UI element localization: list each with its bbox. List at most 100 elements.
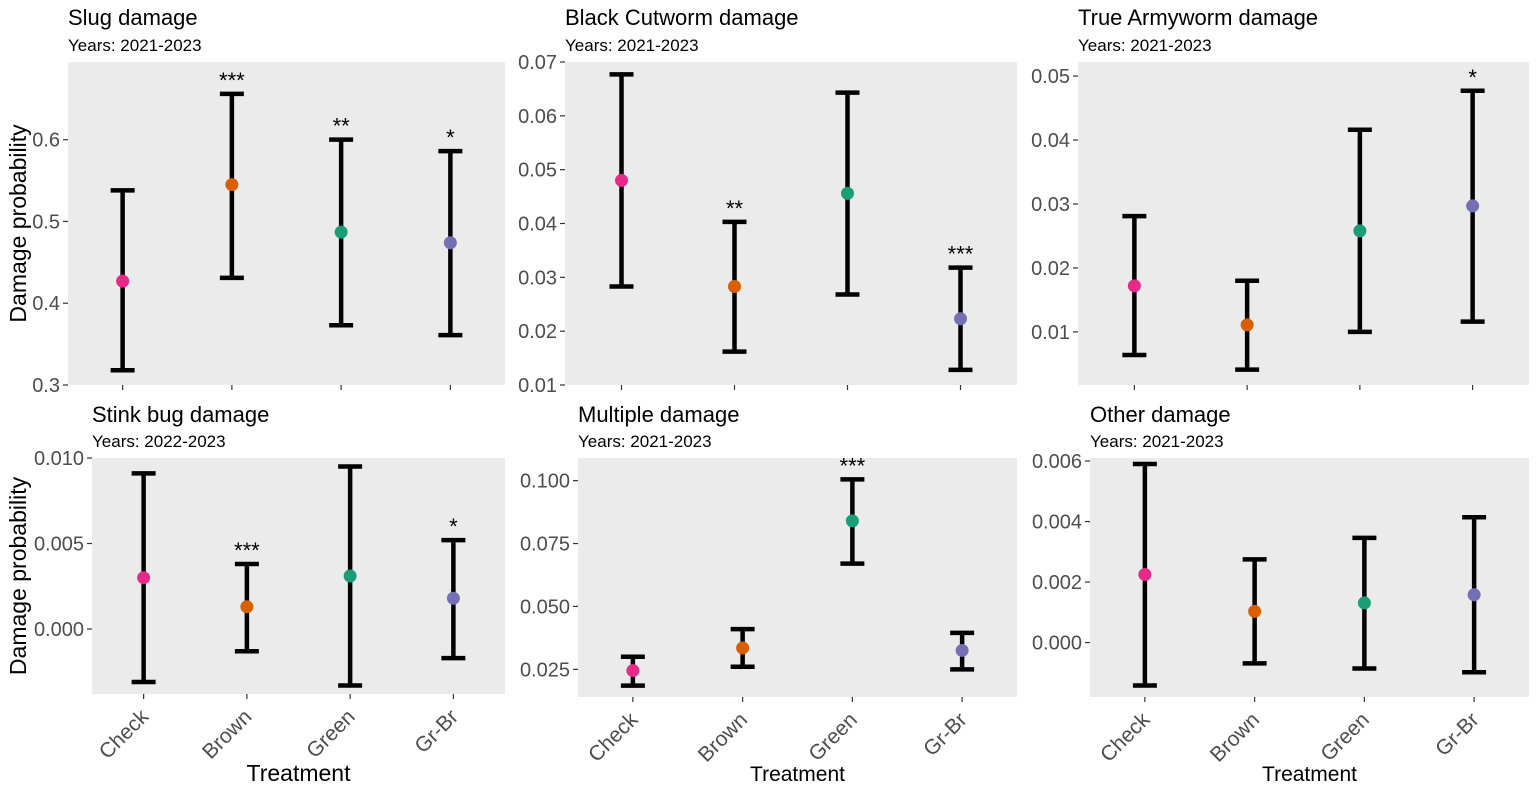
significance-label: * <box>446 125 455 150</box>
y-tick-label: 0.02 <box>518 321 557 343</box>
panel-subtitle: Years: 2021-2023 <box>565 36 699 55</box>
y-tick-label: 0.07 <box>518 52 557 74</box>
point-brown <box>240 600 254 614</box>
significance-label: *** <box>840 453 866 478</box>
y-tick-label: 0.075 <box>520 534 570 556</box>
x-tick-label: Check <box>95 705 154 764</box>
y-tick-label: 0.6 <box>32 130 60 152</box>
y-axis-label: Damage probability <box>5 124 31 323</box>
point-gr-br <box>1467 588 1481 602</box>
y-tick-label: 0.01 <box>518 375 557 397</box>
point-check <box>1138 567 1152 581</box>
point-gr-br <box>955 643 969 657</box>
x-tick-label: Check <box>1096 708 1155 767</box>
panel-title: Slug damage <box>68 5 198 30</box>
panel-title: Other damage <box>1090 402 1231 427</box>
point-green <box>1357 596 1371 610</box>
x-tick-label: Brown <box>1206 708 1264 766</box>
point-green <box>841 186 854 200</box>
panel-5: Multiple damage Years: 2021-2023 0.025 0.05… <box>520 402 1017 786</box>
significance-label: *** <box>948 242 974 267</box>
significance-label: *** <box>234 538 260 563</box>
x-axis-label: Treatment <box>750 763 845 786</box>
y-tick-label: 0.02 <box>1031 258 1070 280</box>
x-tick-label: Green <box>804 708 862 766</box>
x-axis-label: Treatment <box>1262 763 1357 786</box>
point-brown <box>1240 318 1254 332</box>
x-tick-label: Check <box>584 708 643 767</box>
x-tick-label: Green <box>1316 708 1374 766</box>
panel-subtitle: Years: 2021-2023 <box>578 432 712 451</box>
point-check <box>137 571 151 585</box>
y-tick-label: 0.03 <box>518 267 557 289</box>
panel-subtitle: Years: 2021-2023 <box>1090 432 1224 451</box>
y-tick-label: 0.04 <box>518 214 557 236</box>
point-brown <box>728 279 741 293</box>
significance-label: ** <box>333 114 351 139</box>
significance-label: *** <box>219 68 245 93</box>
y-tick-label: 0.006 <box>1032 451 1082 473</box>
significance-label: * <box>1468 65 1477 90</box>
x-tick-label: Green <box>302 705 360 763</box>
y-tick-label: 0.5 <box>32 211 60 233</box>
x-axis-label: Treatment <box>247 760 352 786</box>
y-tick-label: 0.005 <box>34 534 84 556</box>
point-gr-br <box>954 312 967 326</box>
panel-title: True Armyworm damage <box>1078 5 1318 30</box>
point-check <box>615 173 628 187</box>
y-tick-label: 0.004 <box>1032 512 1082 534</box>
panel-background <box>1078 62 1529 385</box>
panel-background <box>92 458 505 694</box>
point-brown <box>1248 604 1262 618</box>
panel-subtitle: Years: 2021-2023 <box>68 36 202 55</box>
point-check <box>1127 279 1141 293</box>
panel-title: Black Cutworm damage <box>565 5 799 30</box>
panel-background <box>1090 458 1529 697</box>
y-tick-label: 0.3 <box>32 375 60 397</box>
x-tick-label: Brown <box>694 708 752 766</box>
y-tick-label: 0.01 <box>1031 322 1070 344</box>
point-gr-br <box>443 236 457 250</box>
panel-2: Black Cutworm damage Years: 2021-2023 0.01… <box>518 5 1017 397</box>
point-green <box>845 514 859 528</box>
x-tick-label: Gr-Br <box>1431 708 1484 761</box>
panel-subtitle: Years: 2022-2023 <box>92 432 226 451</box>
point-green <box>1353 224 1367 238</box>
significance-label: * <box>449 514 458 539</box>
y-tick-label: 0.025 <box>520 659 570 681</box>
y-tick-label: 0.03 <box>1031 194 1070 216</box>
panel-3: True Armyworm damage Years: 2021-2023 0.01… <box>1031 5 1529 390</box>
panel-6: Other damage Years: 2021-2023 0.000 0.002 0.… <box>1032 402 1529 786</box>
y-tick-label: 0.010 <box>34 448 84 470</box>
panel-subtitle: Years: 2021-2023 <box>1078 36 1212 55</box>
panel-4: Stink bug damage Years: 2022-2023 0.000 0.0… <box>5 402 505 786</box>
point-green <box>334 225 348 239</box>
point-gr-br <box>446 591 460 605</box>
y-tick-label: 0.4 <box>32 293 60 315</box>
panel-1: Slug damage Years: 2021-2023 0.3 0.4 0.5 0.6 *… <box>5 5 505 397</box>
y-tick-label: 0.000 <box>1032 633 1082 655</box>
y-tick-label: 0.050 <box>520 596 570 618</box>
point-brown <box>736 641 750 655</box>
significance-label: ** <box>726 196 744 221</box>
panel-background <box>565 62 1017 385</box>
point-brown <box>225 178 239 192</box>
point-check <box>116 274 130 288</box>
y-tick-label: 0.05 <box>518 160 557 182</box>
panel-title: Multiple damage <box>578 402 739 427</box>
y-tick-label: 0.06 <box>518 106 557 128</box>
point-gr-br <box>1466 199 1480 213</box>
point-check <box>626 664 640 678</box>
x-tick-label: Gr-Br <box>919 708 972 761</box>
point-green <box>343 569 357 583</box>
panel-title: Stink bug damage <box>92 402 269 427</box>
panel-background <box>68 62 505 385</box>
x-tick-label: Gr-Br <box>410 705 463 758</box>
y-tick-label: 0.002 <box>1032 572 1082 594</box>
y-tick-label: 0.100 <box>520 471 570 493</box>
y-tick-label: 0.05 <box>1031 66 1070 88</box>
y-tick-label: 0.000 <box>34 619 84 641</box>
x-tick-label: Brown <box>198 705 256 763</box>
panel-background <box>578 458 1017 697</box>
